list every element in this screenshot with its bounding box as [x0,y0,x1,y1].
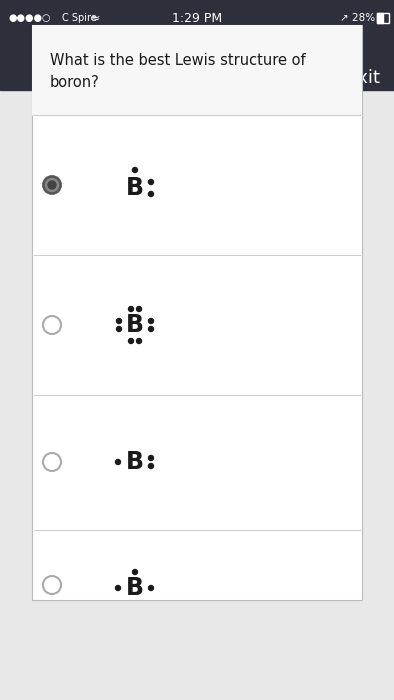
Circle shape [128,339,134,344]
Circle shape [149,192,154,197]
Bar [377,13,389,23]
Circle shape [43,176,61,194]
Text: B: B [126,313,144,337]
Circle shape [128,307,134,312]
Bar [0,0,394,90]
Circle shape [136,339,141,344]
Bar [377,13,383,23]
Circle shape [132,167,138,172]
Circle shape [149,456,154,461]
Text: boron?: boron? [50,75,100,90]
Text: C Spire: C Spire [62,13,97,23]
Text: Exit: Exit [346,69,380,87]
Circle shape [149,318,154,323]
Circle shape [149,179,154,185]
Circle shape [136,307,141,312]
Text: B: B [126,176,144,200]
Circle shape [48,181,56,189]
Circle shape [132,570,138,575]
Text: 1:29 PM: 1:29 PM [172,11,222,25]
Text: ↗ 28%: ↗ 28% [340,13,375,23]
Bar [32,25,362,600]
Circle shape [117,326,121,332]
Circle shape [117,318,121,323]
Text: ●●●●○: ●●●●○ [8,13,50,23]
Circle shape [115,585,121,591]
Bar [32,25,362,115]
Circle shape [149,585,154,591]
Text: ≈: ≈ [90,11,100,25]
Circle shape [115,459,121,465]
Text: What is the best Lewis structure of: What is the best Lewis structure of [50,53,306,68]
Text: B: B [126,450,144,474]
Text: B: B [126,576,144,600]
Circle shape [149,326,154,332]
Circle shape [45,178,58,192]
Circle shape [149,463,154,468]
